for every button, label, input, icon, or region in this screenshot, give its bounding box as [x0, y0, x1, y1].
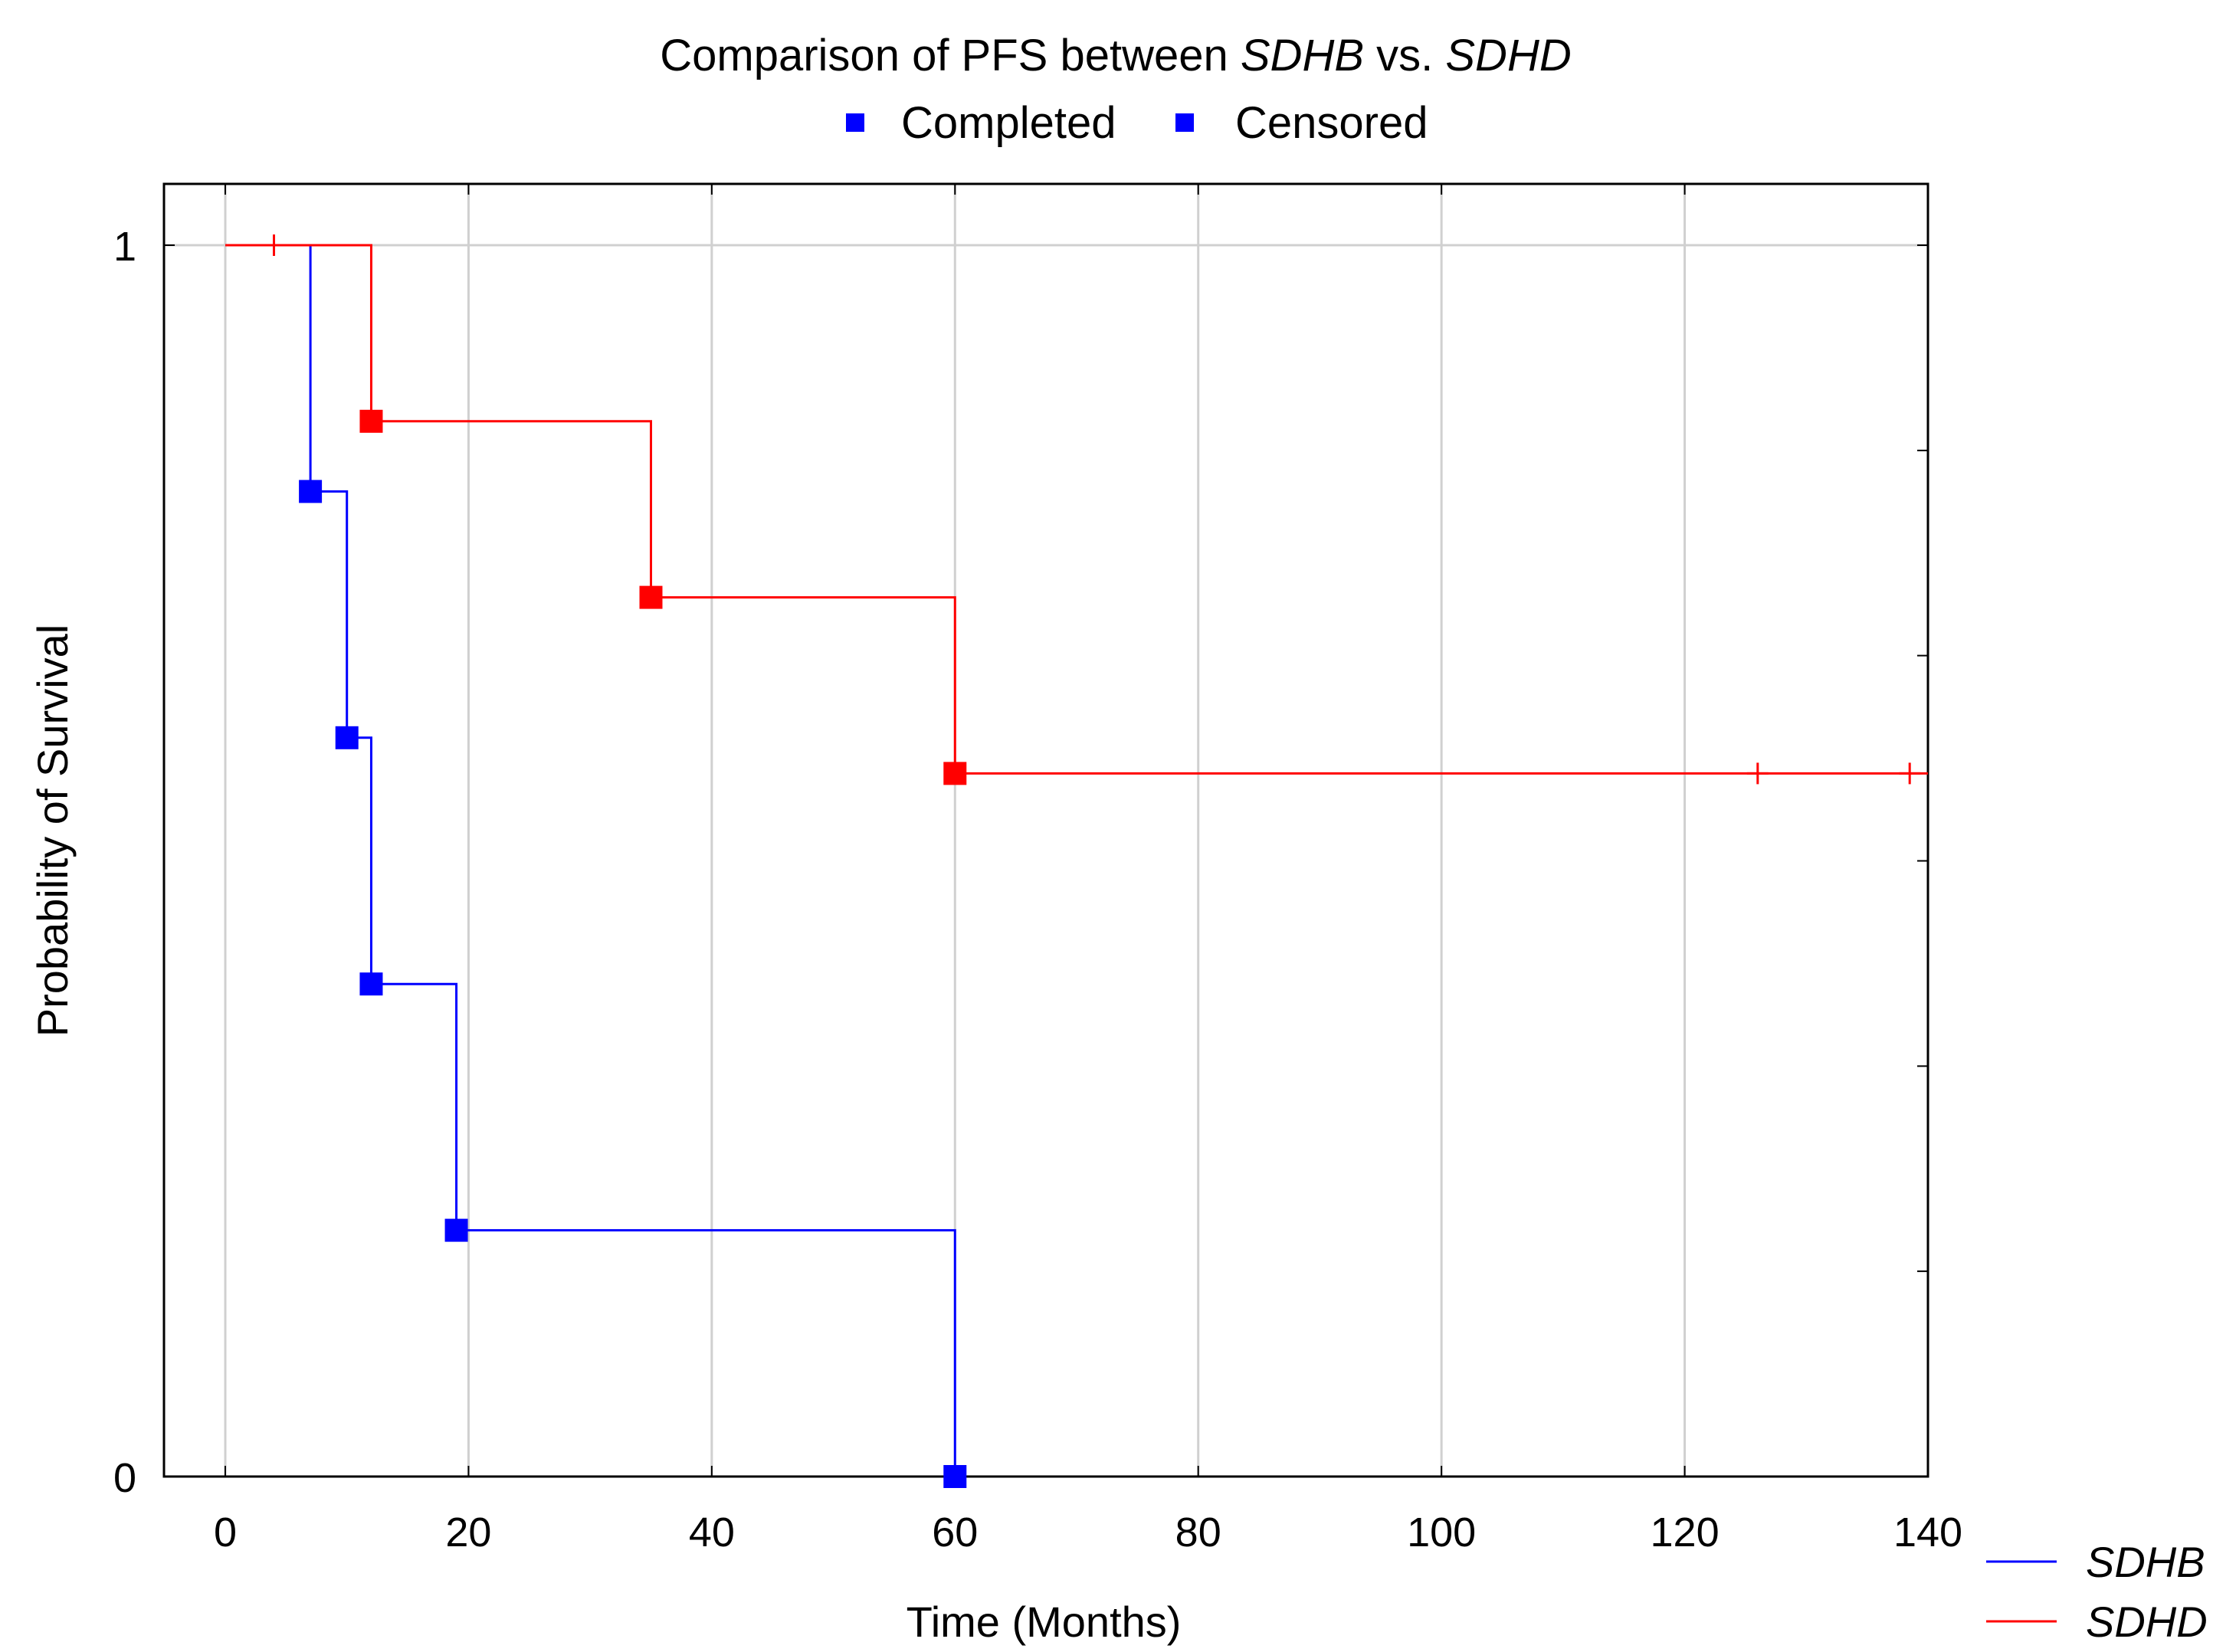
event-marker-sdhb-3	[444, 1218, 468, 1242]
marker-legend: Completed Censored	[846, 98, 1428, 148]
y-axis: 01	[113, 224, 1928, 1501]
event-marker-sdhd-2	[943, 762, 967, 785]
series-layer	[225, 234, 1928, 1488]
legend-sdhd-label: SDHD	[2086, 1598, 2208, 1646]
series-legend: SDHB SDHD	[1986, 1538, 2208, 1646]
series-sdhd	[225, 234, 1928, 785]
series-sdhb	[225, 244, 967, 1488]
legend-sdhb-label: SDHB	[2086, 1538, 2205, 1586]
x-tick-label-140: 140	[1893, 1509, 1962, 1555]
series-line-sdhb	[225, 244, 956, 1477]
x-tick-label-40: 40	[689, 1509, 735, 1555]
series-line-sdhd	[225, 244, 1928, 775]
event-marker-sdhb-2	[359, 972, 383, 996]
x-tick-label-120: 120	[1651, 1509, 1720, 1555]
x-axis-title: Time (Months)	[907, 1598, 1182, 1646]
x-tick-label-80: 80	[1175, 1509, 1221, 1555]
y-tick-label-1: 1	[113, 224, 136, 270]
legend-censored-marker	[1175, 113, 1194, 132]
event-marker-sdhd-1	[639, 585, 663, 609]
x-tick-label-20: 20	[445, 1509, 491, 1555]
legend-censored-label: Censored	[1235, 98, 1428, 148]
event-marker-sdhb-4	[943, 1465, 967, 1488]
legend-completed-marker	[846, 113, 864, 132]
chart-title-gene-2: SDHD	[1445, 31, 1571, 80]
grid-lines	[164, 184, 1929, 1477]
x-tick-label-0: 0	[214, 1509, 237, 1555]
chart-title-mid: vs.	[1364, 31, 1445, 80]
y-axis-title: Probability of Survival	[28, 624, 77, 1037]
plot-frame	[162, 182, 1929, 1478]
event-marker-sdhb-1	[335, 726, 359, 749]
chart-title-prefix: Comparison of PFS between	[660, 31, 1241, 80]
x-tick-label-100: 100	[1407, 1509, 1476, 1555]
y-tick-label-0: 0	[113, 1455, 136, 1501]
x-tick-label-60: 60	[932, 1509, 978, 1555]
legend-completed-label: Completed	[901, 98, 1116, 148]
event-marker-sdhd-0	[359, 409, 383, 433]
chart-title: Comparison of PFS between SDHB vs. SDHD	[660, 31, 1571, 80]
x-axis: 0 20 40 60 80 100 120 140	[214, 184, 1962, 1555]
chart-title-gene-1: SDHB	[1241, 31, 1364, 80]
event-marker-sdhb-0	[299, 480, 323, 503]
